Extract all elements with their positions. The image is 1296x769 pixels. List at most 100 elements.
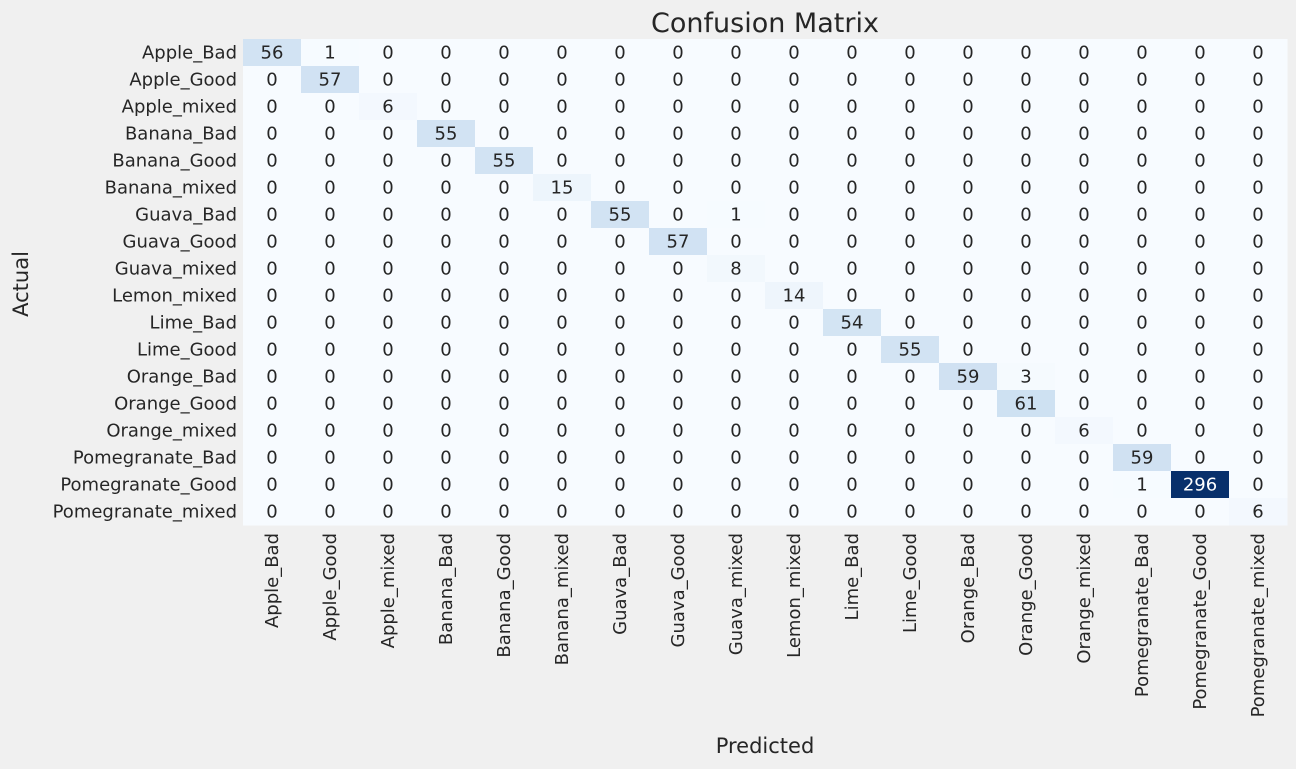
heatmap-cell bbox=[939, 201, 998, 229]
heatmap-cell bbox=[417, 444, 476, 472]
heatmap-cell bbox=[881, 66, 940, 94]
heatmap-cell bbox=[649, 498, 708, 526]
cell-value-label: 0 bbox=[1136, 421, 1147, 442]
cell-value-label: 0 bbox=[730, 448, 741, 469]
cell-value-label: 0 bbox=[498, 313, 509, 334]
cell-value-label: 0 bbox=[556, 259, 567, 280]
heatmap-cell bbox=[1055, 309, 1114, 337]
heatmap-cell bbox=[475, 255, 534, 283]
cell-value-label: 0 bbox=[266, 259, 277, 280]
x-tick-label: Lime_Good bbox=[900, 533, 921, 633]
cell-value-label: 0 bbox=[788, 70, 799, 91]
cell-value-label: 0 bbox=[266, 394, 277, 415]
heatmap-cell bbox=[417, 93, 476, 121]
heatmap-cell bbox=[1113, 336, 1172, 364]
cell-value-label: 0 bbox=[672, 502, 683, 523]
heatmap-cell bbox=[591, 201, 650, 229]
heatmap-cell bbox=[243, 471, 302, 499]
heatmap-cell bbox=[591, 147, 650, 175]
cell-value-label: 0 bbox=[1194, 448, 1205, 469]
heatmap-cell bbox=[591, 390, 650, 418]
heatmap-cell bbox=[533, 417, 592, 445]
cell-value-label: 0 bbox=[1020, 124, 1031, 145]
cell-value-label: 0 bbox=[962, 448, 973, 469]
cell-value-label: 0 bbox=[1078, 232, 1089, 253]
heatmap-cell bbox=[591, 498, 650, 526]
heatmap-cell bbox=[707, 336, 766, 364]
cell-value-label: 0 bbox=[846, 259, 857, 280]
x-axis-tick-labels: Apple_Bad Apple_Good Apple_mixed Banana_Bad… bbox=[262, 533, 1269, 717]
heatmap-cell bbox=[475, 471, 534, 499]
heatmap-cell bbox=[1055, 390, 1114, 418]
cell-value-label: 0 bbox=[788, 421, 799, 442]
heatmap-cell bbox=[881, 498, 940, 526]
cell-value-label: 0 bbox=[1194, 367, 1205, 388]
heatmap-cell bbox=[765, 147, 824, 175]
heatmap-cell bbox=[533, 309, 592, 337]
heatmap-cell bbox=[243, 363, 302, 391]
heatmap-cell bbox=[649, 147, 708, 175]
heatmap-cell bbox=[881, 228, 940, 256]
heatmap-cell bbox=[301, 390, 360, 418]
heatmap-cell bbox=[765, 282, 824, 310]
cell-value-label: 0 bbox=[382, 475, 393, 496]
cell-value-label: 57 bbox=[319, 70, 342, 91]
heatmap-cell bbox=[1113, 201, 1172, 229]
x-tick-label: Pomegranate_Bad bbox=[1132, 533, 1153, 697]
heatmap-cell bbox=[765, 255, 824, 283]
heatmap-cell bbox=[301, 498, 360, 526]
cell-value-label: 0 bbox=[1252, 43, 1263, 64]
heatmap-cell bbox=[1055, 120, 1114, 148]
heatmap-cell bbox=[823, 174, 882, 202]
heatmap-cell bbox=[1229, 390, 1288, 418]
heatmap-cell bbox=[823, 417, 882, 445]
heatmap-cell bbox=[649, 363, 708, 391]
heatmap-cell bbox=[1171, 363, 1230, 391]
heatmap-cell bbox=[881, 39, 940, 67]
heatmap-cells bbox=[243, 39, 1288, 526]
cell-value-label: 0 bbox=[556, 448, 567, 469]
heatmap-cell bbox=[649, 444, 708, 472]
cell-value-label: 0 bbox=[266, 421, 277, 442]
heatmap-cell bbox=[707, 255, 766, 283]
heatmap-cell bbox=[243, 66, 302, 94]
cell-value-label: 0 bbox=[440, 70, 451, 91]
cell-value-label: 0 bbox=[1194, 502, 1205, 523]
cell-value-label: 0 bbox=[382, 124, 393, 145]
x-tick-label: Banana_Bad bbox=[436, 533, 457, 645]
cell-value-label: 0 bbox=[266, 367, 277, 388]
heatmap-cell bbox=[591, 228, 650, 256]
cell-value-label: 0 bbox=[266, 286, 277, 307]
heatmap-cell bbox=[301, 201, 360, 229]
heatmap-cell bbox=[243, 444, 302, 472]
cell-value-label: 0 bbox=[614, 43, 625, 64]
cell-value-label: 0 bbox=[788, 97, 799, 118]
cell-value-label: 0 bbox=[1078, 475, 1089, 496]
x-tick-label: Pomegranate_mixed bbox=[1248, 533, 1269, 717]
cell-value-label: 0 bbox=[440, 232, 451, 253]
cell-value-label: 0 bbox=[614, 313, 625, 334]
y-tick-label: Orange_Good bbox=[114, 394, 237, 415]
heatmap-cell bbox=[359, 444, 418, 472]
heatmap-cell bbox=[301, 39, 360, 67]
heatmap-cell bbox=[1113, 309, 1172, 337]
cell-value-label: 0 bbox=[614, 448, 625, 469]
heatmap-cell bbox=[1171, 309, 1230, 337]
heatmap-cell bbox=[881, 336, 940, 364]
cell-value-label: 0 bbox=[1252, 448, 1263, 469]
cell-value-label: 0 bbox=[730, 502, 741, 523]
cell-value-label: 0 bbox=[962, 502, 973, 523]
heatmap-cell bbox=[533, 66, 592, 94]
cell-value-label: 0 bbox=[440, 502, 451, 523]
heatmap-cell bbox=[1055, 255, 1114, 283]
heatmap-cell bbox=[243, 93, 302, 121]
cell-value-label: 0 bbox=[324, 475, 335, 496]
cell-value-label: 0 bbox=[266, 178, 277, 199]
cell-value-label: 0 bbox=[904, 97, 915, 118]
y-tick-label: Orange_mixed bbox=[106, 421, 237, 442]
heatmap-cell bbox=[359, 93, 418, 121]
cell-value-label: 0 bbox=[1078, 313, 1089, 334]
cell-value-label: 0 bbox=[788, 232, 799, 253]
heatmap-cell bbox=[707, 201, 766, 229]
heatmap-cell bbox=[1113, 282, 1172, 310]
